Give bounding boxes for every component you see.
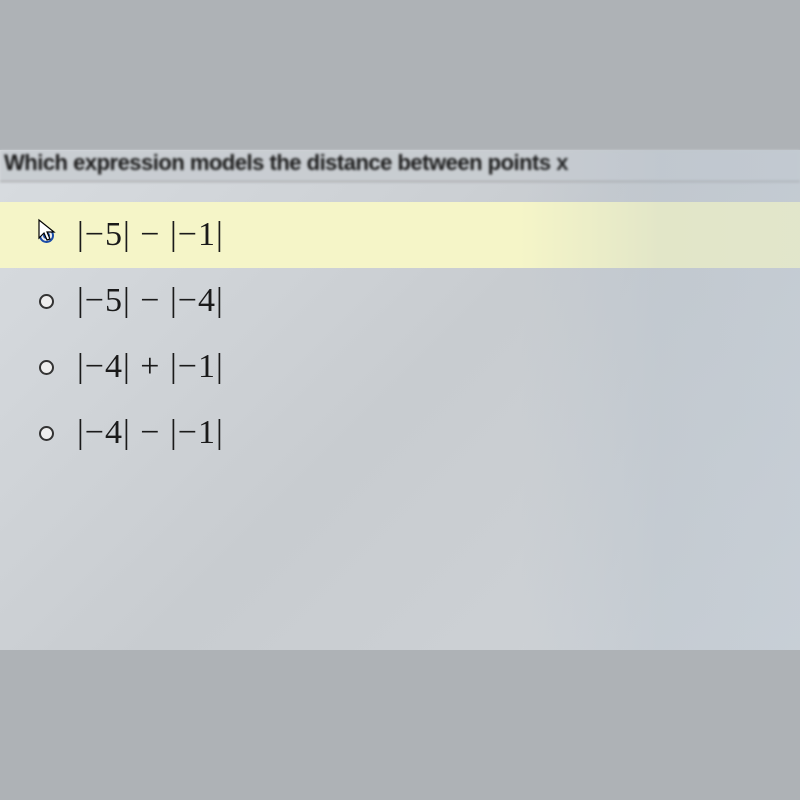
radio-outer-d xyxy=(39,426,54,441)
option-a[interactable]: |−5| − |−1| xyxy=(0,202,800,268)
option-b-label: |−5| − |−4| xyxy=(77,282,224,320)
radio-d[interactable] xyxy=(35,422,57,444)
blank-region-top xyxy=(0,0,800,150)
option-c-label: |−4| + |−1| xyxy=(77,348,224,386)
option-d[interactable]: |−4| − |−1| xyxy=(0,400,800,466)
radio-b[interactable] xyxy=(35,290,57,312)
option-a-label: |−5| − |−1| xyxy=(77,216,224,254)
radio-outer-b xyxy=(39,294,54,309)
blank-region-bottom xyxy=(0,650,800,800)
cursor-icon xyxy=(37,218,57,244)
question-text: Which expression models the distance bet… xyxy=(0,150,800,182)
option-d-label: |−4| − |−1| xyxy=(77,414,224,452)
quiz-screen: Which expression models the distance bet… xyxy=(0,150,800,650)
option-b[interactable]: |−5| − |−4| xyxy=(0,268,800,334)
radio-c[interactable] xyxy=(35,356,57,378)
option-c[interactable]: |−4| + |−1| xyxy=(0,334,800,400)
options-list: |−5| − |−1| |−5| − |−4| |−4| + |−1| xyxy=(0,202,800,466)
radio-outer-c xyxy=(39,360,54,375)
